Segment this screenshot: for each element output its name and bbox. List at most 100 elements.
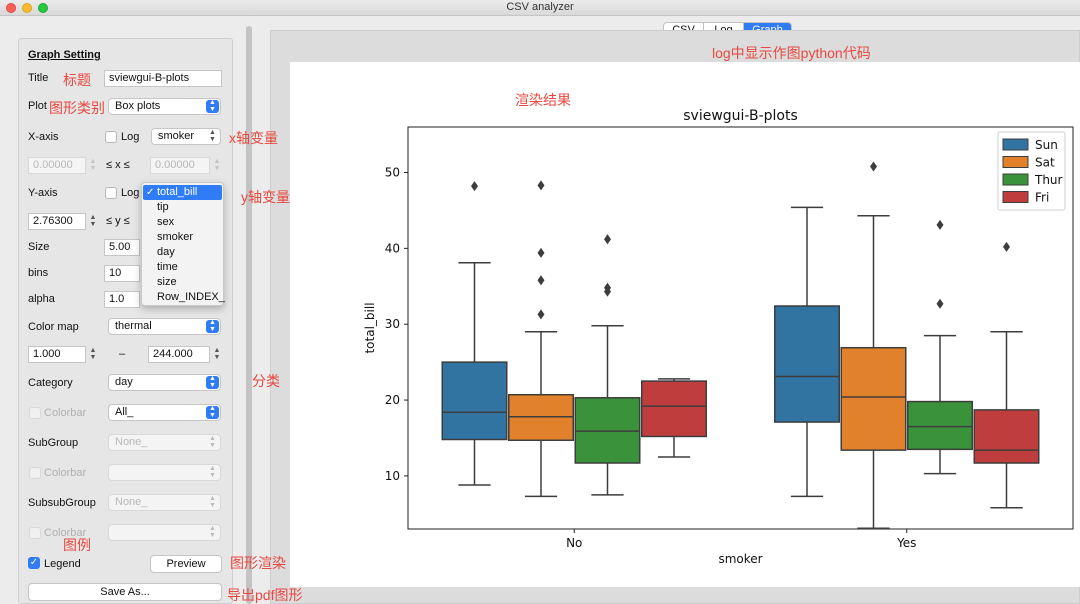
y-min-stepper[interactable]: ▲ ▼ — [89, 214, 97, 228]
dropdown-option-total-bill[interactable]: ✓ total_bill — [143, 185, 222, 200]
minimize-window-button[interactable] — [22, 3, 32, 13]
color-map-select[interactable]: thermal ▲ ▼ — [108, 318, 221, 335]
box-fri-yes — [973, 409, 1040, 464]
legend-label-sat: Sat — [1035, 156, 1055, 170]
x-min-input[interactable]: 0.00000 — [28, 157, 86, 174]
checkmark-icon: ✓ — [146, 187, 155, 198]
scrollbar-thumb[interactable] — [246, 26, 252, 604]
x-tick-label: No — [566, 536, 582, 550]
bins-input[interactable]: 10 — [104, 265, 140, 282]
x-range-separator: ≤ x ≤ — [106, 159, 130, 171]
subgroup-label: SubGroup — [28, 437, 79, 449]
chevron-updown-icon: ▲ ▼ — [209, 495, 216, 509]
subgroup-colorbar-checkbox[interactable] — [29, 467, 41, 479]
title-bar: CSV analyzer — [0, 0, 1080, 16]
dropdown-option-label: total_bill — [157, 186, 198, 198]
alpha-input[interactable]: 1.0 — [104, 291, 140, 308]
chevron-updown-icon: ▲ ▼ — [209, 435, 216, 449]
subgroup-value: None_ — [115, 436, 148, 448]
alpha-label: alpha — [28, 293, 55, 305]
subgroup-colorbar-select[interactable]: ▲ ▼ — [108, 464, 221, 481]
preview-button[interactable]: Preview — [150, 555, 222, 573]
bins-label: bins — [28, 267, 49, 279]
graph-setting-header: Graph Setting — [28, 49, 101, 61]
subsubgroup-colorbar-label: Colorbar — [44, 527, 87, 539]
subsubgroup-colorbar-checkbox[interactable] — [29, 527, 41, 539]
colorbar-label: Colorbar — [44, 407, 87, 419]
chevron-updown-icon: ▲ ▼ — [209, 465, 216, 479]
x-axis-label: smoker — [718, 552, 762, 566]
plot-label: Plot — [28, 100, 47, 112]
box-sat-yes — [840, 346, 907, 451]
dropdown-option-size[interactable]: size — [157, 276, 177, 288]
y-tick-label: 20 — [385, 393, 400, 407]
box-thur-no — [574, 397, 641, 464]
size-input[interactable]: 5.00 — [104, 239, 140, 256]
dropdown-option-sex[interactable]: sex — [157, 216, 175, 228]
subgroup-select[interactable]: None_ ▲ ▼ — [108, 434, 221, 451]
plot-type-value: Box plots — [115, 100, 161, 112]
plot-axes-frame — [407, 126, 1074, 530]
outlier-point — [604, 282, 611, 293]
save-as-button[interactable]: Save As... — [28, 583, 222, 601]
x-axis-select[interactable]: smoker ▲ ▼ — [151, 128, 221, 145]
annotation-x-variable: x轴变量 — [229, 130, 278, 146]
box-sun-no — [441, 361, 508, 441]
annotation-y-variable: y轴变量 — [241, 189, 290, 205]
annotation-plot-type: 图形类别 — [49, 100, 105, 116]
color-map-label: Color map — [28, 321, 79, 333]
annotation-render-result: 渲染结果 — [515, 92, 571, 108]
y-log-checkbox[interactable] — [105, 187, 117, 199]
x-max-stepper[interactable]: ▲ ▼ — [213, 158, 221, 172]
chevron-updown-icon: ▲ ▼ — [209, 525, 216, 539]
category-label: Category — [28, 377, 73, 389]
dropdown-option-smoker[interactable]: smoker — [157, 231, 194, 243]
outlier-point — [1003, 241, 1010, 252]
zoom-window-button[interactable] — [38, 3, 48, 13]
category-value: day — [115, 376, 133, 388]
legend-checkbox[interactable]: ✓ — [28, 557, 40, 569]
y-tick-label: 40 — [385, 241, 400, 255]
box-plot-chart: sviewgui-B-plots 10 20 30 40 50 total_bill No Ye… — [363, 108, 1074, 566]
settings-scrollbar[interactable] — [244, 26, 254, 604]
box-sun-yes — [774, 305, 840, 423]
title-input[interactable]: sviewgui-B-plots — [104, 70, 222, 87]
dropdown-option-day[interactable]: day — [157, 246, 175, 258]
y-min-input[interactable]: 2.76300 — [28, 213, 86, 230]
size-label: Size — [28, 241, 50, 253]
plot-type-select[interactable]: Box plots ▲ ▼ — [108, 98, 221, 115]
x-log-checkbox[interactable] — [105, 131, 117, 143]
outlier-point — [537, 275, 545, 286]
annotation-category: 分类 — [252, 373, 280, 389]
subsubgroup-colorbar-select[interactable]: ▲ ▼ — [108, 524, 221, 541]
chevron-updown-icon: ▲ ▼ — [206, 319, 219, 333]
x-min-stepper[interactable]: ▲ ▼ — [89, 158, 97, 172]
annotation-legend: 图例 — [63, 537, 91, 553]
y-axis-label: Y-axis — [28, 187, 58, 199]
category-select[interactable]: day ▲ ▼ — [108, 374, 221, 391]
dropdown-option-tip[interactable]: tip — [157, 201, 169, 213]
subsubgroup-select[interactable]: None_ ▲ ▼ — [108, 494, 221, 511]
chart-title: sviewgui-B-plots — [683, 108, 798, 124]
x-max-input[interactable]: 0.00000 — [150, 157, 210, 174]
dropdown-option-row-index[interactable]: Row_INDEX_ — [157, 291, 225, 303]
legend-swatch-thur — [1002, 173, 1029, 186]
graph-page — [290, 62, 1080, 587]
y-log-label: Log — [121, 187, 140, 199]
x-tick-label: Yes — [896, 536, 916, 550]
cmap-max-input[interactable]: 244.000 — [148, 346, 210, 363]
x-log-label: Log — [121, 131, 140, 143]
annotation-render: 图形渲染 — [230, 555, 286, 571]
cmap-min-stepper[interactable]: ▲ ▼ — [89, 347, 97, 361]
chevron-updown-icon: ▲ ▼ — [206, 99, 219, 113]
colorbar-checkbox[interactable] — [29, 407, 41, 419]
close-window-button[interactable] — [6, 3, 16, 13]
dropdown-option-time[interactable]: time — [157, 261, 178, 273]
outlier-point — [604, 234, 611, 245]
chevron-updown-icon: ▲ ▼ — [206, 405, 219, 419]
cmap-max-stepper[interactable]: ▲ ▼ — [213, 347, 221, 361]
legend-label-fri: Fri — [1035, 191, 1049, 205]
cmap-min-input[interactable]: 1.000 — [28, 346, 86, 363]
colorbar-value: All_ — [115, 406, 134, 418]
colorbar-select[interactable]: All_ ▲ ▼ — [108, 404, 221, 421]
